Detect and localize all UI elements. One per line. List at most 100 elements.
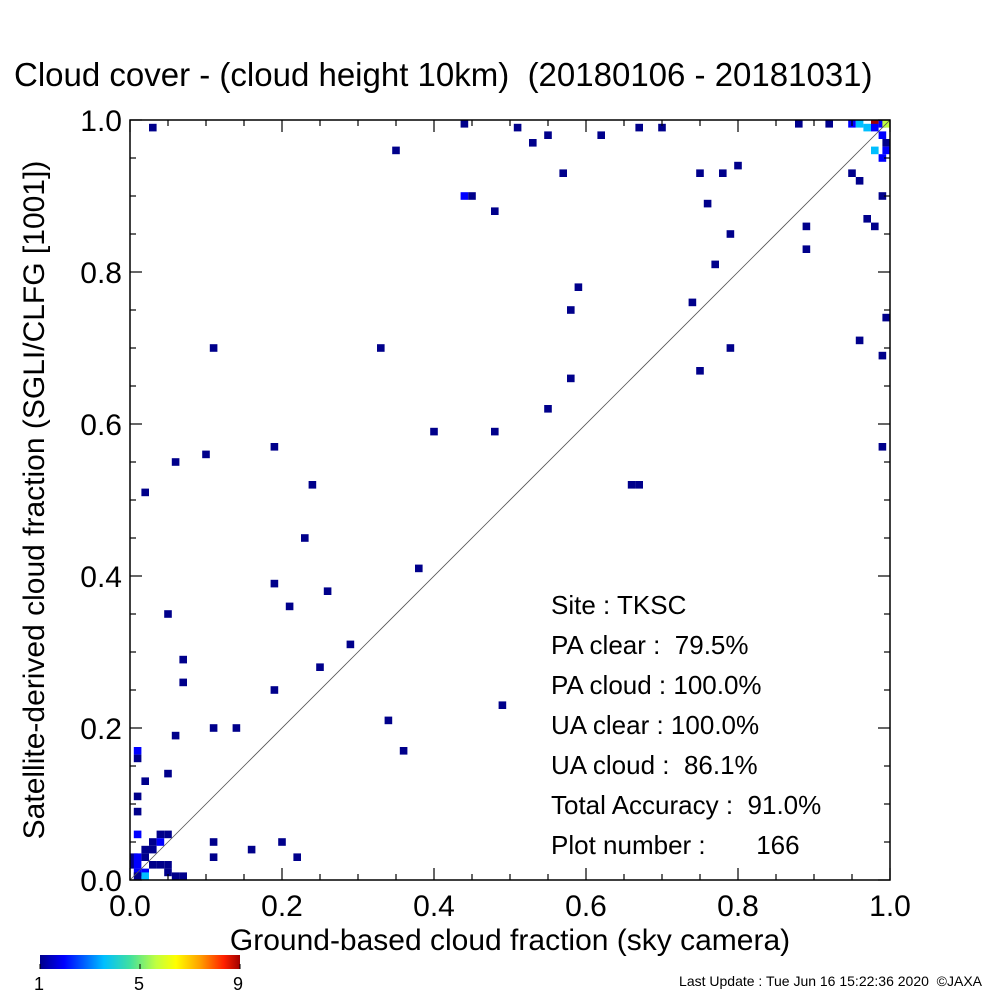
heatmap-cell	[156, 838, 165, 846]
heatmap-cell	[696, 367, 704, 375]
heatmap-cell	[133, 754, 142, 763]
x-tick-label: 0.2	[261, 890, 303, 923]
axis-ticks	[129, 119, 891, 881]
heatmap-cell	[164, 769, 172, 778]
heatmap-cell	[574, 283, 583, 291]
y-tick-label: 0.8	[80, 257, 122, 290]
heatmap-cell	[848, 169, 856, 177]
stat-ua-cloud: UA cloud : 86.1%	[551, 750, 758, 780]
heatmap-cell	[878, 443, 887, 451]
heatmap-cell	[179, 678, 187, 687]
heatmap-cell	[133, 830, 142, 839]
heatmap-cell	[232, 724, 241, 732]
heatmap-cell	[544, 405, 552, 413]
heatmap-cell	[141, 868, 149, 877]
heatmap-cell	[430, 427, 438, 436]
heatmap-cell	[863, 215, 871, 223]
heatmap-cell	[635, 123, 643, 132]
heatmap-cell	[316, 663, 324, 671]
y-tick-label: 1.0	[80, 105, 122, 138]
heatmap-cell	[133, 853, 142, 861]
heatmap-cell	[171, 731, 180, 740]
stats-panel: Site : TKSC PA clear : 79.5% PA cloud : …	[551, 585, 821, 865]
heatmap-cell	[882, 139, 890, 147]
heatmap-cell	[529, 139, 537, 147]
heatmap-cell	[149, 861, 157, 869]
y-tick-label: 0.4	[80, 561, 122, 594]
heatmap-cell	[825, 120, 833, 128]
chart-title: Cloud cover - (cloud height 10km) (20180…	[14, 56, 873, 93]
heatmap-cell	[734, 161, 742, 170]
heatmap-cell	[498, 701, 507, 709]
stat-pa-clear: PA clear : 79.5%	[551, 630, 749, 660]
heatmap-cell	[293, 853, 301, 861]
heatmap-cell	[491, 427, 499, 436]
heatmap-cell	[308, 481, 317, 489]
heatmap-cell	[871, 123, 879, 132]
heatmap-cell	[141, 845, 149, 854]
heatmap-cell	[270, 686, 279, 694]
heatmap-cell	[878, 120, 887, 128]
heatmap-cell	[726, 344, 735, 352]
colorbar-label-min: 1	[34, 974, 45, 994]
heatmap-cell	[179, 872, 187, 880]
heatmap-cell	[635, 481, 643, 489]
heatmap-cell	[711, 260, 719, 269]
heatmap-cell	[164, 861, 172, 869]
heatmap-cell	[415, 564, 423, 573]
heatmap-cell	[133, 747, 142, 755]
heatmap-cell	[323, 587, 332, 595]
axis-tick-labels: 0.0 0.2 0.4 0.6 0.8 1.0 0.0 0.2 0.4 0.6 0.8 1.0	[80, 105, 911, 923]
heatmap-cell	[855, 177, 864, 185]
heatmap-cell	[392, 146, 400, 155]
stat-pa-cloud: PA cloud : 100.0%	[551, 670, 762, 700]
colorbar-label-max: 9	[233, 974, 244, 994]
heatmap-cell	[156, 830, 165, 839]
heatmap-cell	[855, 120, 864, 128]
heatmap-cell	[133, 861, 142, 869]
heatmap-cell	[149, 123, 157, 132]
heatmap-cell	[802, 222, 811, 231]
heatmap-cell	[882, 146, 890, 155]
one-to-one-line	[129, 119, 891, 881]
heatmap-cell	[468, 192, 476, 200]
heatmap-cell	[133, 792, 142, 801]
heatmap-cell	[141, 777, 149, 785]
x-axis-label: Ground-based cloud fraction (sky camera)	[230, 924, 790, 957]
heatmap-cell	[627, 481, 636, 489]
heatmap-cell	[878, 154, 887, 162]
heatmap-cell	[878, 351, 887, 360]
heatmap-cell	[171, 872, 180, 880]
heatmap-cell	[688, 298, 697, 307]
stat-ua-clear: UA clear : 100.0%	[551, 710, 760, 740]
heatmap-cell	[202, 450, 210, 459]
heatmap-cell	[863, 123, 871, 132]
heatmap-cell	[795, 120, 803, 128]
heatmap-cell	[878, 192, 887, 200]
colorbar	[40, 955, 240, 969]
x-tick-label: 0.6	[565, 890, 607, 923]
heatmap-cell	[567, 374, 575, 383]
heatmap-cell	[141, 488, 149, 497]
heatmap-cell	[270, 579, 279, 588]
heatmap-cell	[384, 716, 393, 725]
heatmap-cell	[696, 169, 704, 177]
heatmap-cell	[247, 845, 256, 854]
heatmap-cell	[278, 838, 286, 846]
heatmap-cell	[164, 830, 172, 839]
heatmap-cell	[209, 853, 218, 861]
heatmap-cell	[346, 640, 355, 649]
y-tick-label: 0.2	[80, 713, 122, 746]
heatmap-cell	[164, 868, 172, 877]
heatmap-cell	[871, 146, 879, 155]
y-tick-label: 0.0	[80, 865, 122, 898]
heatmap-cell	[301, 534, 309, 542]
heatmap-cell	[133, 807, 142, 816]
x-tick-label: 0.4	[413, 890, 455, 923]
heatmap-cell	[855, 336, 864, 345]
heatmap-cell	[179, 655, 187, 664]
heatmap-cell	[460, 120, 469, 128]
heatmap-cell	[703, 199, 712, 208]
x-tick-label: 0.0	[109, 890, 151, 923]
heatmap-cell	[399, 747, 408, 755]
